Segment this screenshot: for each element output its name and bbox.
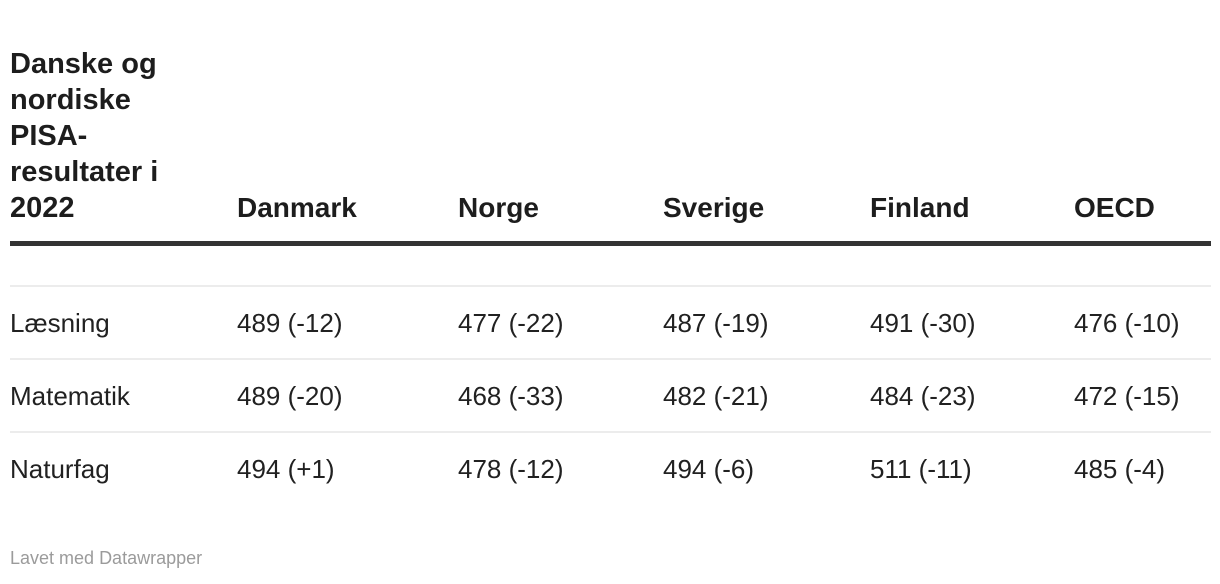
cell-matematik-danmark: 489 (-20) xyxy=(237,359,458,433)
column-header-sverige: Sverige xyxy=(663,46,870,246)
attribution-text: Lavet med xyxy=(10,548,100,568)
cell-matematik-sverige: 482 (-21) xyxy=(663,359,870,433)
cell-laesning-sverige: 487 (-19) xyxy=(663,286,870,360)
cell-laesning-norge: 477 (-22) xyxy=(458,286,663,360)
row-label: Læsning xyxy=(10,286,237,360)
datawrapper-link[interactable]: Datawrapper xyxy=(99,548,203,568)
column-header-norge: Norge xyxy=(458,46,663,246)
table-row-naturfag: Naturfag 494 (+1) 478 (-12) 494 (-6) 511… xyxy=(10,432,1211,504)
column-header-danmark: Danmark xyxy=(237,46,458,246)
row-label: Naturfag xyxy=(10,453,110,484)
table-title: Danske og nordiske PISA-resultater i 202… xyxy=(10,48,159,224)
cell-matematik-norge: 468 (-33) xyxy=(458,359,663,433)
title-header-cell: Danske og nordiske PISA-resultater i 202… xyxy=(10,46,237,246)
pisa-results-table-container: Danske og nordiske PISA-resultater i 202… xyxy=(10,46,1211,504)
spacer-cell xyxy=(10,243,1211,287)
cell-naturfag-danmark: 494 (+1) xyxy=(237,453,335,484)
cell-laesning-oecd: 476 (-10) xyxy=(1074,286,1211,360)
header-row: Danske og nordiske PISA-resultater i 202… xyxy=(10,46,1211,246)
cell-naturfag-norge: 478 (-12) xyxy=(458,453,564,484)
row-label: Matematik xyxy=(10,359,237,433)
cell-naturfag-finland: 511 (-11) xyxy=(870,453,972,484)
column-header-finland: Finland xyxy=(870,46,1074,246)
attribution: Lavet med Datawrapper xyxy=(10,547,202,569)
cell-matematik-finland: 484 (-23) xyxy=(870,359,1074,433)
table-row-laesning: Læsning 489 (-12) 477 (-22) 487 (-19) 49… xyxy=(10,286,1211,360)
cell-naturfag-oecd: 485 (-4) xyxy=(1074,453,1166,484)
table-row-matematik: Matematik 489 (-20) 468 (-33) 482 (-21) … xyxy=(10,359,1211,433)
column-header-oecd: OECD xyxy=(1074,46,1211,246)
pisa-results-table: Danske og nordiske PISA-resultater i 202… xyxy=(10,46,1211,504)
spacer-row xyxy=(10,243,1211,287)
cell-matematik-oecd: 472 (-15) xyxy=(1074,359,1211,433)
cell-laesning-danmark: 489 (-12) xyxy=(237,286,458,360)
cell-naturfag-sverige: 494 (-6) xyxy=(663,453,755,484)
cell-laesning-finland: 491 (-30) xyxy=(870,286,1074,360)
